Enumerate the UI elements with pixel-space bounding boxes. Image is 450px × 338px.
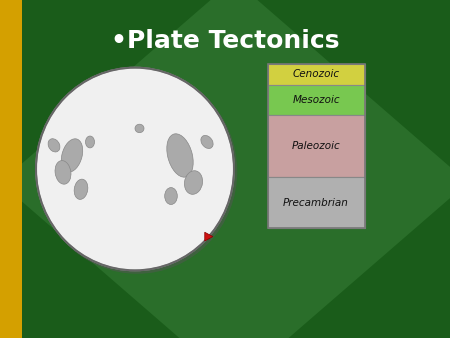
Text: Paleozoic: Paleozoic xyxy=(292,141,341,151)
Ellipse shape xyxy=(184,171,202,194)
Bar xyxy=(0,0,22,338)
Bar xyxy=(268,64,365,228)
Text: Precambrian: Precambrian xyxy=(283,197,349,208)
Bar xyxy=(268,116,365,177)
Bar xyxy=(268,177,365,228)
Ellipse shape xyxy=(55,161,71,184)
Ellipse shape xyxy=(37,69,237,274)
Ellipse shape xyxy=(165,188,177,204)
Bar xyxy=(268,85,365,116)
Ellipse shape xyxy=(61,139,83,172)
Text: •Plate Tectonics: •Plate Tectonics xyxy=(111,28,339,53)
Ellipse shape xyxy=(74,179,88,199)
Ellipse shape xyxy=(135,124,144,132)
Ellipse shape xyxy=(167,134,193,177)
Text: Cenozoic: Cenozoic xyxy=(292,70,340,79)
Polygon shape xyxy=(205,232,213,241)
Text: Mesozoic: Mesozoic xyxy=(292,95,340,105)
Ellipse shape xyxy=(36,68,234,270)
Ellipse shape xyxy=(48,139,60,152)
Bar xyxy=(268,64,365,85)
Ellipse shape xyxy=(201,136,213,148)
Ellipse shape xyxy=(86,136,94,148)
